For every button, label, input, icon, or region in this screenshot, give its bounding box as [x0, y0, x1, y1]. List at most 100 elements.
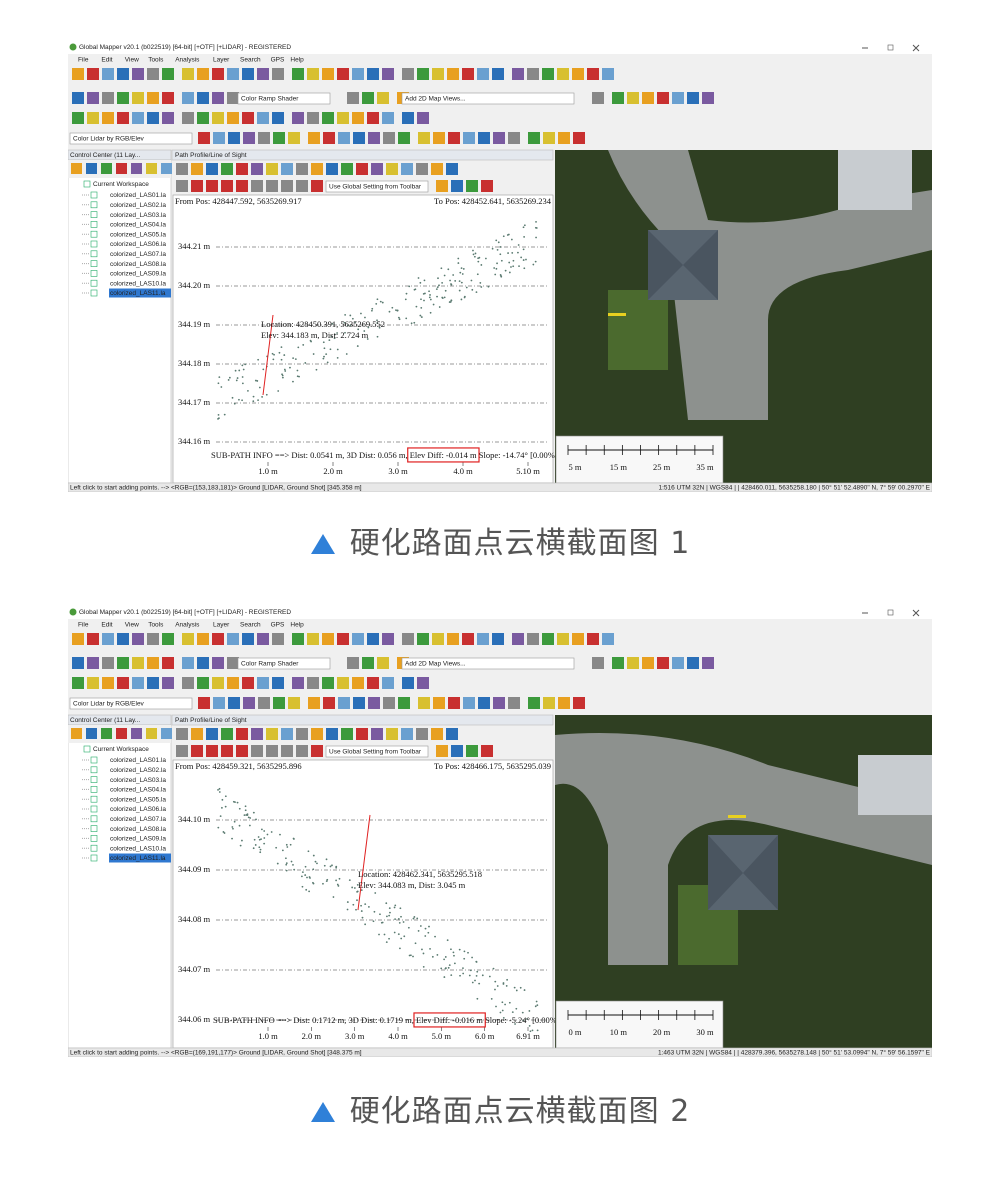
dropdown[interactable] — [401, 657, 575, 670]
toolbar-button[interactable] — [162, 657, 174, 669]
toolbar-button[interactable] — [418, 697, 430, 709]
toolbar-button[interactable] — [382, 633, 394, 645]
toolbar-button[interactable] — [573, 697, 585, 709]
toolbar-button[interactable] — [602, 68, 614, 80]
toolbar-button[interactable] — [162, 677, 174, 689]
toolbar-button[interactable] — [258, 132, 270, 144]
toolbar-button[interactable] — [402, 68, 414, 80]
toolbar-button[interactable] — [417, 633, 429, 645]
toolbar-button[interactable] — [337, 112, 349, 124]
toolbar-button[interactable] — [272, 112, 284, 124]
toolbar-button[interactable] — [147, 92, 159, 104]
toolbar-button[interactable] — [243, 697, 255, 709]
toolbar-button[interactable] — [162, 112, 174, 124]
toolbar-button[interactable] — [402, 677, 414, 689]
toolbar-button[interactable] — [257, 68, 269, 80]
layer-name[interactable]: colorized_LAS06.la — [110, 241, 166, 248]
toolbar-button[interactable] — [353, 697, 365, 709]
layer-name[interactable]: colorized_LAS09.la — [110, 836, 166, 843]
toolbar-button[interactable] — [642, 92, 654, 104]
toolbar-button[interactable] — [367, 112, 379, 124]
toolbar-button[interactable] — [308, 132, 320, 144]
toolbar-button[interactable] — [352, 677, 364, 689]
toolbar-button[interactable] — [347, 657, 359, 669]
toolbar-button[interactable] — [132, 92, 144, 104]
toolbar-button[interactable] — [367, 677, 379, 689]
menu-item[interactable]: View — [125, 622, 139, 629]
dropdown[interactable] — [325, 745, 429, 758]
toolbar-button[interactable] — [462, 633, 474, 645]
toolbar-button[interactable] — [377, 657, 389, 669]
toolbar-button[interactable] — [672, 92, 684, 104]
toolbar-button[interactable] — [512, 633, 524, 645]
toolbar-button[interactable] — [257, 633, 269, 645]
toolbar-button[interactable] — [72, 657, 84, 669]
toolbar-button[interactable] — [227, 633, 239, 645]
toolbar-button[interactable] — [182, 633, 194, 645]
toolbar-button[interactable] — [117, 112, 129, 124]
toolbar-button[interactable] — [367, 633, 379, 645]
toolbar-button[interactable] — [492, 633, 504, 645]
toolbar-button[interactable] — [493, 132, 505, 144]
layer-name[interactable]: colorized_LAS07.la — [110, 251, 166, 258]
toolbar-button[interactable] — [602, 633, 614, 645]
menu-item[interactable]: File — [78, 622, 89, 629]
toolbar-button[interactable] — [382, 112, 394, 124]
toolbar-button[interactable] — [182, 68, 194, 80]
toolbar-button[interactable] — [72, 112, 84, 124]
layer-name[interactable]: colorized_LAS06.la — [110, 806, 166, 813]
toolbar-button[interactable] — [212, 677, 224, 689]
menu-item[interactable]: Layer — [213, 57, 230, 64]
toolbar-button[interactable] — [102, 633, 114, 645]
toolbar-button[interactable] — [338, 132, 350, 144]
toolbar-button[interactable] — [353, 132, 365, 144]
toolbar-button[interactable] — [227, 677, 239, 689]
toolbar-button[interactable] — [478, 697, 490, 709]
dropdown[interactable] — [325, 180, 429, 193]
toolbar-button[interactable] — [242, 633, 254, 645]
toolbar-button[interactable] — [377, 92, 389, 104]
toolbar-button[interactable] — [702, 657, 714, 669]
layer-name[interactable]: colorized_LAS05.la — [110, 231, 166, 238]
layer-name[interactable]: colorized_LAS04.la — [110, 787, 166, 794]
toolbar-button[interactable] — [197, 68, 209, 80]
toolbar-button[interactable] — [257, 112, 269, 124]
menu-item[interactable]: Edit — [101, 622, 112, 629]
toolbar-button[interactable] — [197, 112, 209, 124]
menu-item[interactable]: Search — [240, 57, 261, 64]
toolbar-button[interactable] — [557, 633, 569, 645]
toolbar-button[interactable] — [542, 633, 554, 645]
layer-name[interactable]: colorized_LAS05.la — [110, 796, 166, 803]
toolbar-button[interactable] — [102, 657, 114, 669]
toolbar-button[interactable] — [543, 132, 555, 144]
toolbar-button[interactable] — [307, 68, 319, 80]
toolbar-button[interactable] — [612, 657, 624, 669]
toolbar-button[interactable] — [557, 68, 569, 80]
toolbar-button[interactable] — [672, 657, 684, 669]
toolbar-button[interactable] — [288, 132, 300, 144]
menu-item[interactable]: GPS — [271, 622, 285, 629]
toolbar-button[interactable] — [337, 633, 349, 645]
toolbar-button[interactable] — [417, 112, 429, 124]
toolbar-button[interactable] — [162, 633, 174, 645]
toolbar-button[interactable] — [292, 633, 304, 645]
toolbar-button[interactable] — [558, 132, 570, 144]
toolbar-button[interactable] — [117, 92, 129, 104]
toolbar-button[interactable] — [352, 68, 364, 80]
toolbar-button[interactable] — [398, 697, 410, 709]
toolbar-button[interactable] — [383, 697, 395, 709]
toolbar-button[interactable] — [147, 657, 159, 669]
toolbar-button[interactable] — [72, 633, 84, 645]
toolbar-button[interactable] — [132, 633, 144, 645]
toolbar-button[interactable] — [322, 677, 334, 689]
toolbar-button[interactable] — [197, 657, 209, 669]
toolbar-button[interactable] — [147, 633, 159, 645]
menu-item[interactable]: Tools — [148, 622, 164, 629]
toolbar-button[interactable] — [542, 68, 554, 80]
toolbar-button[interactable] — [117, 68, 129, 80]
layer-name[interactable]: colorized_LAS08.la — [110, 826, 166, 833]
toolbar-button[interactable] — [212, 92, 224, 104]
toolbar-button[interactable] — [288, 697, 300, 709]
toolbar-button[interactable] — [352, 112, 364, 124]
toolbar-button[interactable] — [558, 697, 570, 709]
